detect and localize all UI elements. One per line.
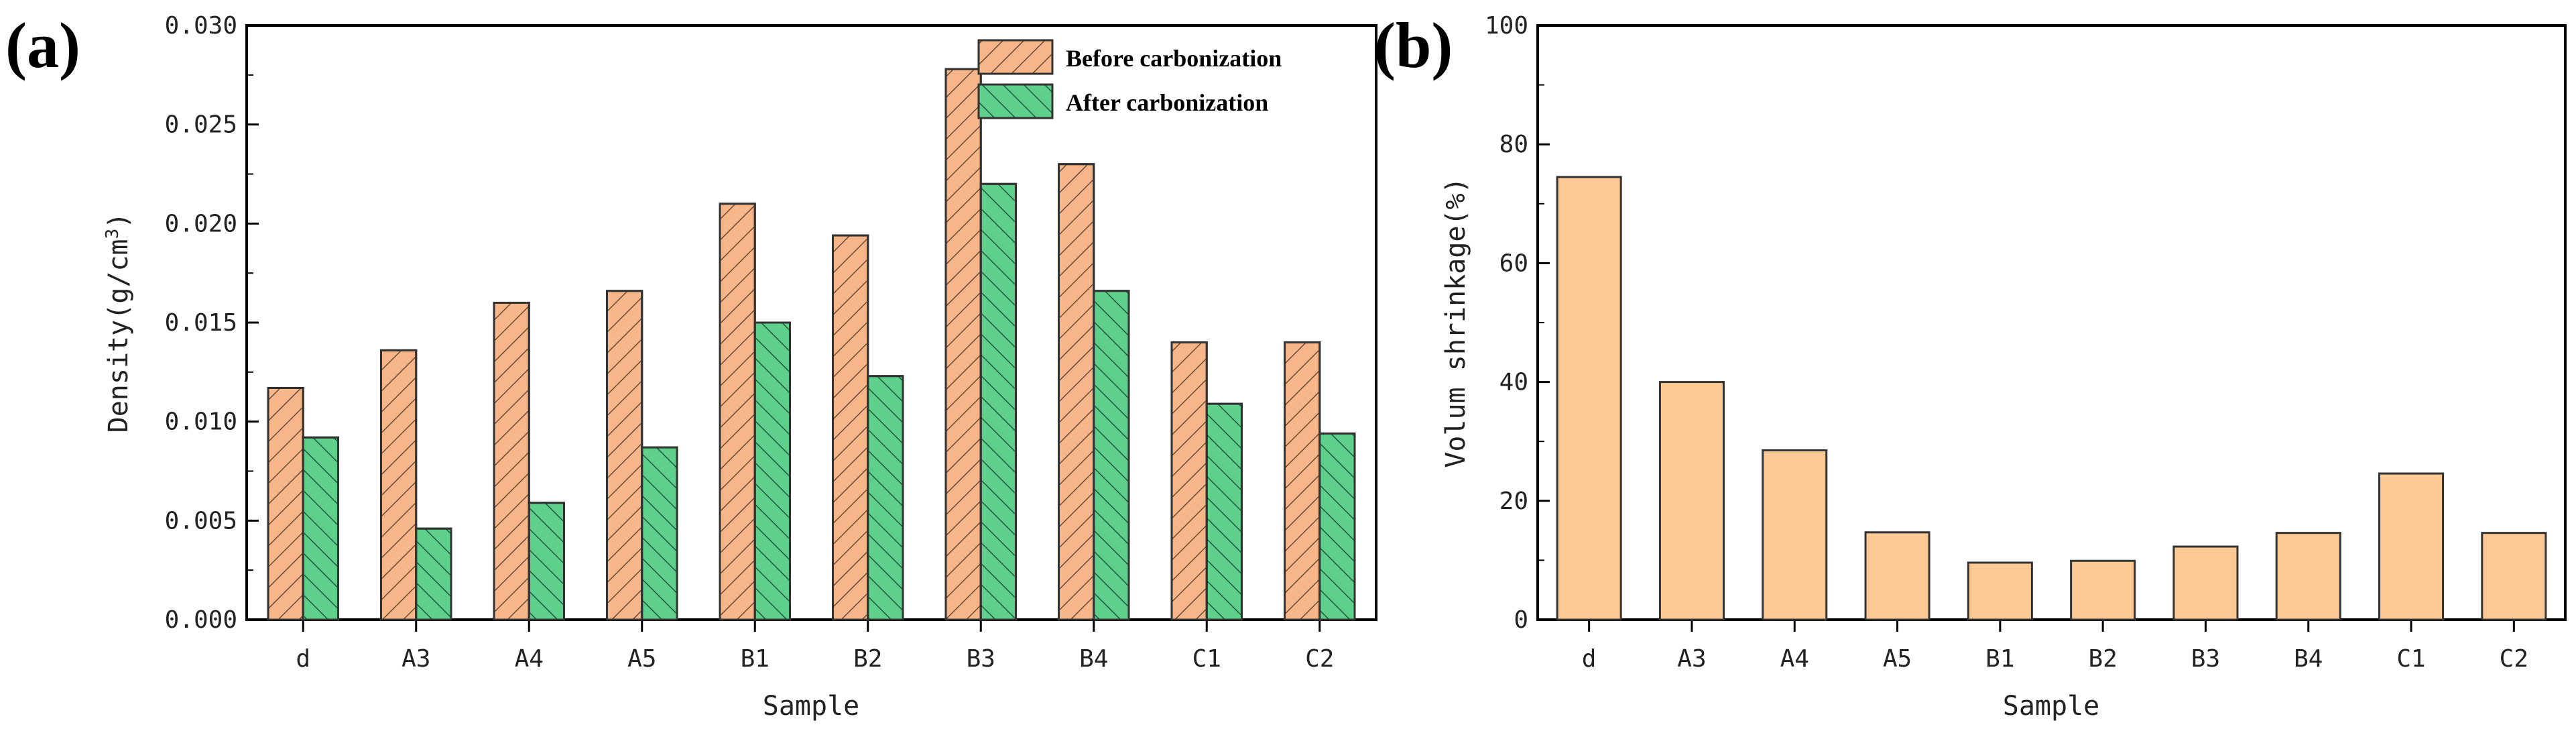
y-axis-a: 0.000 0.005 0.010 0.015 0.020 0.025 0.030 bbox=[165, 12, 259, 634]
x-tick-label: A4 bbox=[1780, 645, 1809, 673]
bar bbox=[1864, 531, 1930, 621]
bar-hatch bbox=[1093, 290, 1130, 621]
x-tick-label: C2 bbox=[2500, 645, 2528, 673]
x-axis-a: d A3 A4 A5 B1 B2 B3 B4 C1 C2 bbox=[296, 620, 1334, 673]
bar-hatch bbox=[944, 68, 982, 621]
x-tick-label: B3 bbox=[967, 645, 995, 673]
bar-hatch bbox=[380, 349, 418, 621]
x-tick-label: B2 bbox=[853, 645, 882, 673]
y-tick-label: 0.015 bbox=[165, 309, 237, 337]
x-tick-label: A3 bbox=[402, 645, 430, 673]
bar-hatch bbox=[1284, 341, 1321, 621]
bar-hatch bbox=[302, 436, 339, 621]
y-tick-label: 0.005 bbox=[165, 507, 237, 535]
x-tick-label: B1 bbox=[741, 645, 770, 673]
bar-hatch bbox=[606, 290, 643, 621]
legend-swatch-before-hatch bbox=[977, 39, 1054, 75]
x-tick-label: A4 bbox=[515, 645, 544, 673]
bar-hatch bbox=[1318, 432, 1356, 621]
bar-hatch bbox=[267, 386, 304, 621]
y-tick-label: 0.000 bbox=[165, 606, 237, 634]
bar bbox=[2481, 532, 2547, 621]
y-axis-label-a: Density(g/cm3) bbox=[103, 213, 134, 433]
x-tick-label: B2 bbox=[2088, 645, 2117, 673]
x-tick-label: B4 bbox=[1079, 645, 1108, 673]
x-tick-label: B1 bbox=[1985, 645, 2014, 673]
y-tick-label: 40 bbox=[1499, 369, 1528, 396]
y-axis-label-b: Volum shrinkage(%) bbox=[1440, 177, 1471, 467]
bar bbox=[1556, 176, 1622, 621]
bar-hatch bbox=[1170, 341, 1208, 621]
x-tick-label: C2 bbox=[1305, 645, 1334, 673]
y-tick-label: 0 bbox=[1514, 606, 1528, 634]
y-tick-label: 0.025 bbox=[165, 111, 237, 139]
bar-hatch bbox=[719, 203, 756, 621]
x-tick-label: B3 bbox=[2191, 645, 2220, 673]
bar-hatch bbox=[641, 446, 678, 621]
legend-swatch-after-hatch bbox=[977, 83, 1054, 119]
bar bbox=[1762, 449, 1828, 621]
x-tick-label: d bbox=[1582, 645, 1597, 673]
bars-a bbox=[267, 68, 1356, 621]
panel-label-b: (b) bbox=[1374, 9, 1453, 81]
bar-hatch bbox=[1205, 402, 1243, 621]
bar-hatch bbox=[867, 375, 904, 621]
bars-b bbox=[1556, 176, 2547, 621]
bar bbox=[1967, 561, 2033, 621]
bar-hatch bbox=[1058, 163, 1095, 621]
x-tick-label: A3 bbox=[1677, 645, 1706, 673]
bar-hatch bbox=[493, 301, 530, 621]
bar bbox=[2378, 472, 2445, 621]
y-tick-label: 20 bbox=[1499, 488, 1528, 515]
x-axis-label-a: Sample bbox=[763, 691, 860, 722]
x-tick-label: C1 bbox=[1192, 645, 1221, 673]
y-tick-label: 0.030 bbox=[165, 12, 237, 40]
legend-a: Before carbonization After carbonization bbox=[977, 39, 1282, 119]
bar-hatch bbox=[979, 182, 1017, 621]
density-chart: (a) 0.0000.0050.0100.0150.0200.0250.030 … bbox=[5, 9, 1377, 722]
x-tick-label: B4 bbox=[2294, 645, 2323, 673]
shrinkage-chart: (b) 0 20 40 60 80 100 d A3 A4 A5 B1 B2 B3 B4 C1 C2 Vol… bbox=[1374, 9, 2567, 722]
bar bbox=[2275, 532, 2341, 621]
x-tick-label: A5 bbox=[1883, 645, 1912, 673]
y-tick-label: 0.020 bbox=[165, 210, 237, 237]
bar bbox=[2070, 559, 2136, 621]
bar-hatch bbox=[415, 527, 452, 621]
x-tick-label: A5 bbox=[627, 645, 656, 673]
bar-hatch bbox=[528, 502, 565, 621]
panel-label-a: (a) bbox=[5, 9, 80, 81]
x-axis-b: d A3 A4 A5 B1 B2 B3 B4 C1 C2 bbox=[1582, 620, 2528, 673]
bar-hatch bbox=[832, 234, 869, 621]
bar bbox=[1658, 381, 1725, 621]
legend-label-before: Before carbonization bbox=[1066, 45, 1282, 72]
x-axis-label-b: Sample bbox=[2003, 691, 2100, 722]
y-tick-label: 60 bbox=[1499, 249, 1528, 277]
bar-hatch bbox=[753, 321, 791, 621]
bar bbox=[2172, 545, 2239, 621]
y-tick-label: 0.010 bbox=[165, 408, 237, 436]
y-tick-label: 100 bbox=[1485, 12, 1528, 40]
x-tick-label: d bbox=[296, 645, 310, 673]
x-tick-label: C1 bbox=[2396, 645, 2425, 673]
y-tick-label: 80 bbox=[1499, 131, 1528, 158]
legend-label-after: After carbonization bbox=[1066, 89, 1268, 116]
y-axis-b: 0 20 40 60 80 100 bbox=[1485, 12, 1550, 634]
